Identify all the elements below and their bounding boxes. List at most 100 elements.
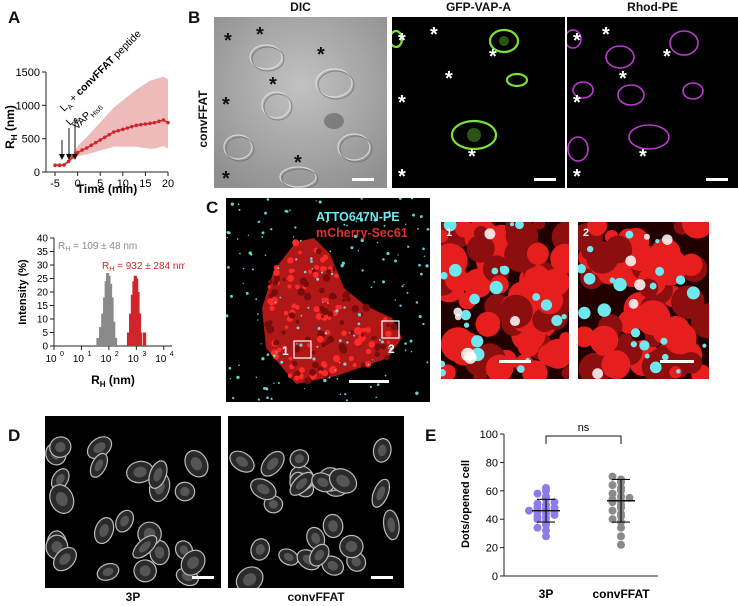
er-blob bbox=[681, 222, 709, 239]
a2-x-tick-exponent: 4 bbox=[170, 351, 174, 358]
er-texture bbox=[298, 250, 302, 255]
er-blob bbox=[466, 234, 495, 263]
lipid-blob bbox=[661, 353, 669, 361]
er-texture bbox=[273, 269, 280, 276]
er-texture bbox=[297, 288, 305, 296]
a1-y-label: RH (nm) bbox=[3, 105, 19, 149]
colocalization-blob bbox=[628, 298, 639, 309]
er-blob bbox=[550, 243, 569, 274]
star-marker: * bbox=[573, 92, 581, 114]
lipid-dot bbox=[344, 393, 347, 396]
star-marker: * bbox=[489, 46, 497, 68]
lipid-dot bbox=[418, 263, 421, 267]
lipid-dot bbox=[238, 364, 240, 367]
a2-y-tick-label: 25 bbox=[37, 274, 49, 285]
er-texture bbox=[342, 298, 346, 302]
lipid-dot bbox=[323, 378, 327, 383]
er-texture bbox=[294, 375, 300, 381]
lipid-dot bbox=[266, 396, 269, 400]
lipid-dot bbox=[376, 241, 379, 244]
er-texture bbox=[315, 248, 322, 255]
a1-data-point bbox=[134, 123, 139, 128]
a1-data-point bbox=[57, 163, 62, 168]
lipid-dot bbox=[327, 302, 329, 304]
lipid-blob bbox=[613, 277, 627, 292]
cell-nucleus bbox=[55, 442, 66, 453]
er-blob bbox=[587, 222, 607, 236]
er-texture bbox=[282, 278, 286, 282]
scale-bar bbox=[706, 178, 728, 181]
lipid-dot bbox=[384, 374, 387, 377]
lipid-dot bbox=[247, 234, 250, 236]
cell-nucleus bbox=[51, 541, 63, 554]
lipid-dot bbox=[299, 343, 303, 347]
a1-data-point bbox=[116, 128, 121, 133]
e-data-point bbox=[533, 499, 542, 508]
a1-data-point bbox=[166, 120, 170, 125]
a1-x-tick-label: 15 bbox=[139, 178, 151, 190]
lipid-dot bbox=[277, 381, 280, 385]
lipid-dot bbox=[350, 246, 354, 250]
lipid-dot bbox=[376, 383, 380, 387]
er-blob bbox=[526, 242, 549, 265]
lipid-blob bbox=[441, 368, 446, 377]
lipid-dot bbox=[295, 258, 298, 261]
lipid-dot bbox=[280, 360, 284, 364]
er-texture bbox=[312, 271, 319, 278]
er-texture bbox=[373, 336, 378, 340]
lipid-dot bbox=[324, 332, 328, 335]
er-texture bbox=[273, 275, 281, 282]
lipid-dot bbox=[417, 227, 419, 230]
panel-b-header-gfp: GFP-VAP-A bbox=[445, 0, 512, 14]
lipid-dot bbox=[410, 198, 414, 200]
er-texture bbox=[312, 361, 319, 369]
lipid-dot bbox=[343, 306, 346, 309]
a2-y-tick-label: 15 bbox=[37, 301, 49, 312]
lipid-blob bbox=[441, 360, 446, 368]
panel-label-c: C bbox=[206, 198, 219, 217]
lipid-dot bbox=[279, 296, 282, 299]
lipid-dot bbox=[257, 313, 259, 315]
star-marker: * bbox=[619, 68, 627, 90]
lipid-dot bbox=[261, 236, 264, 238]
a1-x-tick-label: 0 bbox=[75, 178, 81, 190]
a2-bar bbox=[110, 297, 114, 346]
er-texture bbox=[338, 343, 347, 351]
lipid-dot bbox=[316, 345, 319, 348]
lipid-dot bbox=[345, 399, 348, 402]
lipid-blob bbox=[532, 293, 541, 301]
inset-number-2: 2 bbox=[388, 342, 395, 356]
star-marker: * bbox=[639, 146, 647, 168]
star-marker: * bbox=[573, 166, 581, 188]
a1-data-point bbox=[62, 163, 66, 167]
er-texture bbox=[267, 285, 272, 289]
inset-box-1 bbox=[293, 340, 312, 359]
lipid-blob bbox=[630, 341, 637, 348]
lipid-dot bbox=[261, 231, 265, 235]
lipid-dot bbox=[406, 291, 409, 294]
inset-box-2 bbox=[381, 320, 400, 339]
e-data-point bbox=[550, 503, 559, 512]
panel-d-convffat-image bbox=[228, 416, 404, 588]
lipid-dot bbox=[360, 198, 363, 200]
lipid-dot bbox=[300, 314, 303, 317]
lipid-dot bbox=[415, 301, 419, 304]
cell-nucleus bbox=[377, 444, 387, 457]
lipid-dot bbox=[382, 280, 386, 284]
lipid-dot bbox=[303, 387, 305, 390]
cell-nucleus bbox=[327, 560, 339, 571]
a2-x-label: RH (nm) bbox=[91, 373, 135, 389]
cell-nucleus bbox=[180, 486, 190, 497]
lipid-dot bbox=[325, 220, 328, 223]
lipid-dot bbox=[242, 267, 245, 270]
lipid-dot bbox=[353, 234, 358, 239]
colocalization-blob bbox=[484, 228, 496, 240]
er-blob bbox=[522, 360, 548, 379]
panel-label-d: D bbox=[8, 426, 21, 445]
e-data-point bbox=[608, 506, 617, 515]
er-texture bbox=[349, 330, 354, 335]
lipid-dot bbox=[346, 341, 349, 344]
lipid-dot bbox=[316, 277, 320, 281]
cell-nucleus bbox=[295, 478, 308, 490]
e-y-tick-label: 100 bbox=[480, 429, 498, 441]
